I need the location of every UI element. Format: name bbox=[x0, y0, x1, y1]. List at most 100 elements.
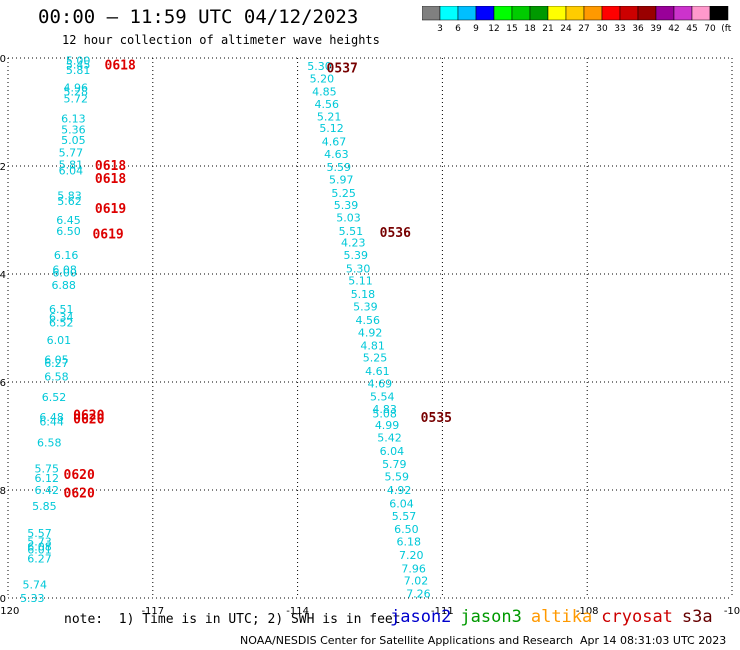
x-tick-label: -120 bbox=[0, 606, 19, 617]
chart-title: 00:00 – 11:59 UTC 04/12/2023 bbox=[38, 6, 359, 28]
scale-label: 30 bbox=[596, 24, 608, 34]
x-tick-label: -111 bbox=[431, 606, 454, 617]
swh-point: 5.59 bbox=[327, 161, 352, 174]
swh-point: 5.21 bbox=[317, 110, 342, 123]
swh-point: 4.56 bbox=[356, 314, 381, 327]
scale-label: 9 bbox=[473, 24, 479, 34]
swh-point: 6.58 bbox=[44, 371, 68, 384]
legend-item-altika: altika bbox=[530, 607, 593, 627]
swh-point: 6.08 bbox=[27, 541, 52, 554]
time-label: 0620 bbox=[73, 413, 104, 428]
swh-point: 6.88 bbox=[51, 279, 76, 292]
swh-point: 4.96 bbox=[64, 82, 89, 95]
chart-subtitle: 12 hour collection of altimeter wave hei… bbox=[62, 33, 380, 47]
swh-point: 6.01 bbox=[47, 334, 72, 347]
swh-point: 5.97 bbox=[329, 174, 354, 187]
time-label: 0537 bbox=[327, 62, 358, 77]
y-tick-label: -6 bbox=[0, 378, 6, 389]
swh-point: 5.45 bbox=[66, 58, 91, 71]
swh-point: 5.54 bbox=[370, 391, 395, 404]
time-label: 0620 bbox=[64, 487, 95, 502]
swh-point: 5.36 bbox=[61, 123, 86, 136]
swh-point: 6.27 bbox=[44, 357, 68, 370]
swh-point: 6.12 bbox=[35, 472, 60, 485]
swh-point: 5.39 bbox=[343, 249, 368, 262]
swh-point: 5.81 bbox=[59, 158, 84, 171]
time-label: 0619 bbox=[92, 228, 123, 243]
swh-point: 5.25 bbox=[331, 187, 356, 200]
swh-point: 7.96 bbox=[401, 562, 426, 575]
swh-point: 5.05 bbox=[61, 134, 86, 147]
credit-line: NOAA/NESDIS Center for Satellite Applica… bbox=[240, 634, 574, 647]
swh-point: 5.12 bbox=[319, 122, 344, 135]
x-tick-label: -117 bbox=[141, 606, 164, 617]
scale-label: 27 bbox=[578, 24, 589, 34]
time-label: 0535 bbox=[421, 411, 452, 426]
x-tick-label: -10 bbox=[724, 606, 740, 617]
swh-point: 5.83 bbox=[57, 190, 81, 203]
swh-point: 5.11 bbox=[348, 274, 373, 287]
swh-point: 5.57 bbox=[392, 510, 417, 523]
swh-point: 5.85 bbox=[32, 500, 57, 513]
swh-point: 5.62 bbox=[57, 195, 81, 208]
swh-point: 6.50 bbox=[56, 225, 80, 238]
swh-point: 5.30 bbox=[307, 60, 332, 73]
swh-point: 5.39 bbox=[353, 300, 378, 313]
swh-point: 6.18 bbox=[397, 535, 422, 548]
time-label: 0618 bbox=[95, 159, 126, 174]
swh-point: 5.81 bbox=[66, 64, 91, 77]
swh-point: 4.69 bbox=[368, 378, 393, 391]
scale-swatch bbox=[709, 6, 729, 21]
swh-point: 6.13 bbox=[61, 112, 86, 125]
scale-label: 70 bbox=[704, 24, 716, 34]
time-label: 0620 bbox=[73, 408, 104, 423]
time-label: 0620 bbox=[64, 468, 95, 483]
scale-label: 15 bbox=[506, 24, 517, 34]
swh-point: 4.23 bbox=[341, 237, 366, 250]
swh-point: 4.99 bbox=[375, 419, 400, 432]
swh-point: 6.27 bbox=[27, 553, 52, 566]
footnote: note: 1) Time is in UTC; 2) SWH is in fe… bbox=[64, 612, 401, 627]
swh-point: 4.56 bbox=[314, 98, 339, 111]
swh-point: 5.79 bbox=[382, 458, 407, 471]
swh-point: 6.05 bbox=[44, 353, 68, 366]
swh-point: 6.04 bbox=[380, 445, 405, 458]
swh-point: 4.92 bbox=[387, 484, 412, 497]
swh-point: 5.08 bbox=[372, 407, 397, 420]
legend-item-s3a: s3a bbox=[681, 607, 713, 627]
swh-point: 5.25 bbox=[363, 352, 388, 365]
swh-point: 4.92 bbox=[358, 326, 383, 339]
y-tick-label: -4 bbox=[0, 270, 6, 281]
x-tick-label: -108 bbox=[576, 606, 599, 617]
scale-label: 24 bbox=[560, 24, 572, 34]
scale-label: 6 bbox=[455, 24, 461, 34]
legend-item-cryosat: cryosat bbox=[601, 607, 673, 627]
scale-label: 39 bbox=[650, 24, 662, 34]
swh-point: 5.18 bbox=[351, 288, 376, 301]
swh-point: 7.02 bbox=[404, 575, 429, 588]
legend-item-jason3: jason3 bbox=[460, 607, 522, 627]
swh-point: 5.39 bbox=[334, 199, 359, 212]
scale-label: 12 bbox=[488, 24, 499, 34]
satellite-legend: jason2 jason3 altika cryosat s3a bbox=[390, 607, 722, 627]
swh-point: 6.58 bbox=[37, 436, 62, 449]
swh-point: 5.57 bbox=[27, 527, 52, 540]
swh-point: 5.73 bbox=[27, 535, 52, 548]
swh-point: 4.63 bbox=[324, 148, 349, 161]
swh-point: 5.75 bbox=[35, 462, 60, 475]
swh-point: 6.00 bbox=[52, 266, 77, 279]
swh-point: 5.72 bbox=[64, 93, 89, 106]
swh-point: 6.42 bbox=[35, 484, 60, 497]
swh-point: 5.30 bbox=[346, 263, 371, 276]
credit-date: Apr 14 08:31:03 UTC 2023 bbox=[580, 634, 727, 647]
swh-point: 6.48 bbox=[39, 411, 64, 424]
swh-point: 5.28 bbox=[64, 85, 89, 98]
swh-point: 4.81 bbox=[360, 339, 385, 352]
swh-point: 6.52 bbox=[49, 317, 74, 330]
swh-point: 6.34 bbox=[49, 311, 74, 324]
y-tick-label: -10 bbox=[0, 594, 6, 605]
scale-label: 45 bbox=[686, 24, 697, 34]
time-label: 0536 bbox=[380, 226, 411, 241]
time-label: 0618 bbox=[95, 172, 126, 187]
